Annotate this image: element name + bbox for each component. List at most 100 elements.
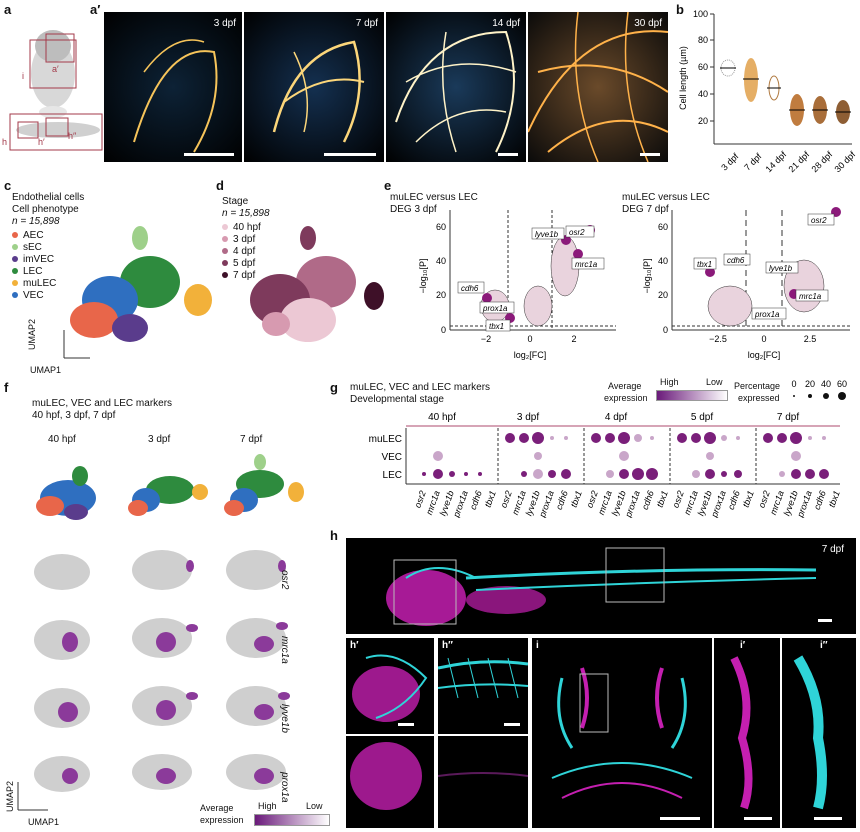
row-label-mrc1a: mrc1a	[279, 636, 290, 664]
legend-dot	[12, 292, 18, 298]
zebrafish-schematic	[9, 30, 103, 151]
legend-item: 4 dpf	[222, 246, 261, 258]
micrograph-i-dprime	[782, 638, 856, 828]
micrograph-7dpf: 7 dpf	[244, 12, 384, 162]
panel-label-i-dprime: i″	[820, 640, 828, 651]
stage-header: 7 dpf	[777, 412, 799, 423]
strip-3dpf	[720, 59, 736, 77]
dots-vec	[433, 451, 801, 461]
pct-tick: 0	[791, 379, 796, 389]
micrograph-h-dprime	[438, 638, 528, 734]
gene-label: lyve1b	[769, 264, 793, 273]
panel-f-title1: muLEC, VEC and LEC markers	[32, 398, 173, 409]
schematic-label-h-dprime: h″	[68, 131, 77, 141]
vessel-overlay	[528, 12, 668, 162]
panel-g-title2: Developmental stage	[350, 394, 444, 405]
schematic-label-h-prime: h′	[38, 137, 45, 147]
gene-label: osr2	[569, 228, 585, 237]
x-tick: 0	[527, 334, 532, 344]
strip-21dpf	[789, 94, 805, 126]
volcano-right-title1: muLEC versus LEC	[622, 192, 710, 203]
volcano-right-title2: DEG 7 dpf	[622, 204, 669, 215]
panel-label-g: g	[330, 380, 338, 395]
schematic-label-a-prime: a′	[52, 64, 59, 74]
y-axis-label: Cell length (µm)	[678, 46, 688, 110]
umap-row-osr2	[34, 550, 286, 590]
scale-bar	[818, 619, 832, 622]
legend-item: 7 dpf	[222, 270, 261, 282]
svg-text:cdh6: cdh6	[640, 489, 656, 511]
g-pct-legend: 0 20 40 60	[791, 379, 847, 400]
micrograph-i-prime	[714, 638, 780, 828]
stage-label: 7 dpf	[355, 18, 378, 29]
panel-label-i-prime: i′	[740, 640, 746, 651]
row-label-prox1a: prox1a	[279, 772, 290, 803]
legend-low: Low	[306, 801, 323, 811]
gene-label: cdh6	[727, 256, 745, 265]
x-tick: −2	[481, 334, 491, 344]
panel-label-i: i	[536, 640, 539, 651]
x-tick: 14 dpf	[763, 149, 788, 174]
strip-28dpf	[812, 96, 828, 124]
genes-40hpf: osr2 mrc1a lyve1b prox1a cdh6 tbx1	[412, 489, 497, 518]
gene-label: lyve1b	[535, 230, 559, 239]
genes-5dpf: osr2 mrc1a lyve1b prox1a cdh6 tbx1	[670, 489, 755, 518]
svg-text:tbx1: tbx1	[741, 489, 756, 508]
i-vessels	[551, 667, 693, 799]
legend-dot	[222, 272, 228, 278]
stage-label: 7 dpf	[821, 544, 844, 555]
h-prime-vessels	[352, 654, 428, 722]
expression-gradient	[254, 814, 330, 826]
volcano-left-title2: DEG 3 dpf	[390, 204, 437, 215]
col-header-7dpf: 7 dpf	[240, 434, 263, 445]
gene-label: prox1a	[754, 310, 780, 319]
umap-row-phenotype	[36, 454, 304, 520]
dots-lec	[422, 468, 829, 480]
y-axis-label: −log₁₀[P]	[418, 258, 428, 293]
svg-text:cdh6: cdh6	[726, 489, 742, 511]
umap1-label: UMAP1	[28, 817, 60, 827]
y-tick: 40	[698, 89, 708, 99]
y-tick: 100	[693, 9, 708, 19]
stage-header: 4 dpf	[605, 412, 627, 423]
micrograph-14dpf: 14 dpf	[386, 12, 526, 162]
scale-bar	[504, 723, 520, 726]
legend-dot	[222, 236, 228, 242]
legend-avg-expr-2: expression	[200, 815, 244, 825]
panel-label-h-prime: h′	[350, 640, 359, 651]
umap-row-prox1a	[34, 754, 286, 792]
umap-axes	[17, 782, 48, 811]
panel-label-c: c	[4, 178, 12, 193]
g-legend-low: Low	[706, 377, 723, 387]
stage-header: 5 dpf	[691, 412, 713, 423]
y-tick: 0	[441, 325, 446, 335]
genes-7dpf: osr2 mrc1a lyve1b prox1a cdh6 tbx1	[756, 489, 841, 518]
legend-item: 3 dpf	[222, 234, 261, 246]
y-tick: 20	[658, 290, 668, 300]
panel-c-legend: AEC sEC imVEC LEC muLEC VEC	[12, 230, 56, 302]
micrograph-3dpf: 3 dpf	[104, 12, 242, 162]
svg-text:tbx1: tbx1	[483, 489, 498, 508]
legend-item: muLEC	[12, 278, 56, 290]
x-ticks: 3 dpf 7 dpf 14 dpf 21 dpf 28 dpf 30 dpf	[719, 149, 856, 174]
scale-bar	[498, 153, 518, 156]
y-tick: 20	[698, 116, 708, 126]
vessel-overlay	[133, 39, 218, 153]
scale-bar	[324, 153, 376, 156]
x-tick: 21 dpf	[786, 149, 811, 174]
micrograph-h-prime	[346, 638, 434, 734]
legend-dot	[222, 260, 228, 266]
panel-g-title1: muLEC, VEC and LEC markers	[350, 382, 491, 393]
scale-bar	[398, 723, 414, 726]
legend-item: AEC	[12, 230, 56, 242]
x-tick: 2	[571, 334, 576, 344]
g-legend-pct2: expressed	[738, 393, 780, 403]
svg-text:cdh6: cdh6	[812, 489, 828, 511]
panel-label-f: f	[4, 380, 9, 395]
y-ticks: 20 40 60 80 100	[693, 9, 714, 126]
micrograph-i	[532, 638, 712, 828]
panel-label-e: e	[384, 178, 392, 193]
legend-dot	[222, 224, 228, 230]
row-label: LEC	[383, 470, 402, 481]
umap-row-lyve1b	[34, 686, 290, 728]
